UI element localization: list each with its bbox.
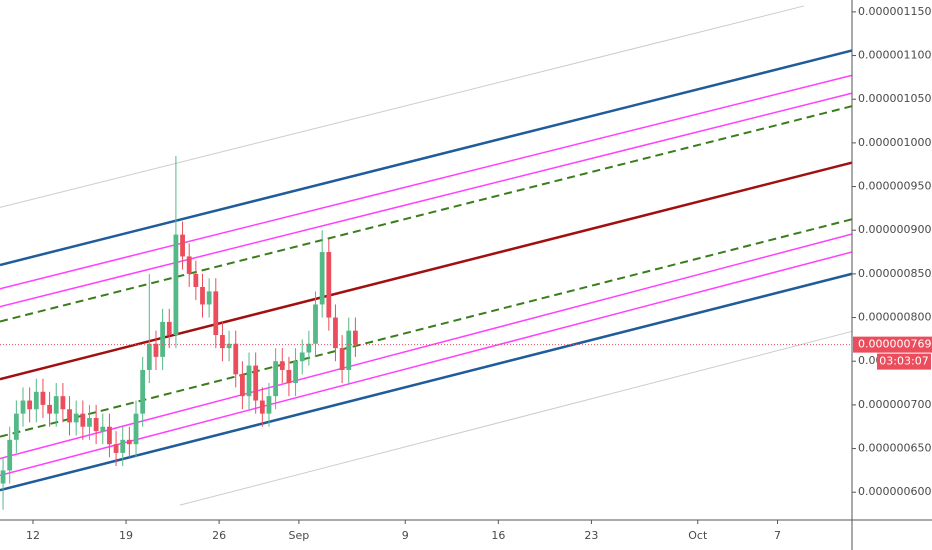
candle-body	[133, 413, 139, 445]
candle-body	[273, 361, 279, 397]
y-tick-label: 0.0000006000	[858, 485, 932, 498]
y-tick-label: 0.0000010500	[858, 92, 932, 105]
y-tick-label: 0.0000008500	[858, 267, 932, 280]
channel-line	[179, 330, 852, 506]
candle-body	[226, 343, 232, 349]
candle-body	[326, 252, 332, 318]
candle-body	[200, 286, 205, 305]
candle-body	[319, 252, 325, 305]
candle-body	[233, 343, 239, 375]
y-tick-label: 0.0000006500	[858, 442, 932, 455]
candle-body	[193, 273, 199, 287]
candle-body	[346, 330, 352, 370]
candle-body	[353, 330, 358, 345]
countdown-box	[877, 353, 931, 370]
candle-body	[93, 417, 99, 432]
y-tick-label: 0.0000010000	[858, 136, 932, 149]
candle-body	[206, 291, 212, 305]
candle-body	[73, 413, 79, 423]
candle-body	[13, 413, 19, 440]
candle-body	[339, 348, 345, 370]
channel-line	[0, 233, 852, 460]
last-price-label: 0.0000007690	[858, 338, 932, 351]
candle-body	[107, 426, 112, 445]
y-tick-label: 0.0000009500	[858, 180, 932, 193]
candle-body	[186, 256, 192, 274]
candle-body	[306, 343, 312, 353]
candle-body	[146, 343, 152, 370]
candle-body	[33, 391, 39, 410]
x-tick-label: 19	[119, 529, 133, 542]
candle-body	[7, 439, 13, 471]
y-tick-label: 0.0000011500	[858, 5, 932, 18]
x-tick-label: 23	[584, 529, 598, 542]
candle-body	[0, 470, 6, 484]
plot	[0, 5, 852, 510]
candle-body	[47, 404, 52, 414]
candle-body	[166, 321, 172, 336]
candle-body	[87, 417, 92, 427]
channel-line	[0, 5, 805, 208]
y-tick-label: 0.0000008000	[858, 311, 932, 324]
candle-body	[20, 400, 26, 414]
candle-body	[126, 439, 132, 445]
candle-body	[153, 343, 159, 357]
candle-body	[266, 396, 272, 414]
candle-body	[60, 396, 66, 410]
candle-body	[279, 361, 285, 370]
x-tick-label: 9	[402, 529, 409, 542]
countdown-label: 03:03:07	[879, 355, 928, 368]
candle-body	[253, 365, 259, 401]
candle-body	[246, 365, 252, 397]
candle-body	[313, 304, 318, 344]
candle-body	[160, 321, 166, 357]
x-tick-label: Sep	[289, 529, 310, 542]
candle-body	[239, 374, 245, 397]
candle-body	[67, 409, 72, 423]
candle-body	[259, 400, 265, 414]
last-price-box	[853, 336, 932, 353]
candle-body	[53, 396, 59, 414]
candle-body	[40, 391, 46, 405]
candle-body	[27, 400, 33, 410]
x-tick-label: Oct	[688, 529, 708, 542]
x-tick-label: 12	[26, 529, 40, 542]
candle-body	[140, 369, 146, 414]
candle-body	[100, 426, 106, 432]
channel-line	[0, 251, 852, 477]
y-tick-label: 0.0000011000	[858, 49, 932, 62]
candle-body	[299, 352, 305, 362]
candle-body	[173, 234, 179, 336]
candle-body	[213, 291, 219, 336]
candle-body	[180, 234, 185, 257]
y-tick-label: 0.0000007000	[858, 398, 932, 411]
y-tick-label: 0.0000009000	[858, 223, 932, 236]
candle-body	[113, 444, 119, 453]
channel-line	[0, 49, 852, 267]
channel-line	[0, 74, 852, 290]
channel-line	[0, 161, 852, 381]
channel-line	[0, 105, 852, 323]
x-tick-label: 26	[212, 529, 226, 542]
candle-body	[333, 317, 338, 349]
channel-line	[0, 92, 852, 308]
candle-body	[80, 413, 86, 427]
candle-body	[286, 369, 292, 384]
candle-body	[293, 361, 298, 384]
channel-line	[0, 272, 852, 492]
x-tick-label: 7	[774, 529, 781, 542]
x-tick-label: 16	[491, 529, 505, 542]
candle-body	[220, 335, 225, 349]
candle-body	[120, 439, 126, 453]
